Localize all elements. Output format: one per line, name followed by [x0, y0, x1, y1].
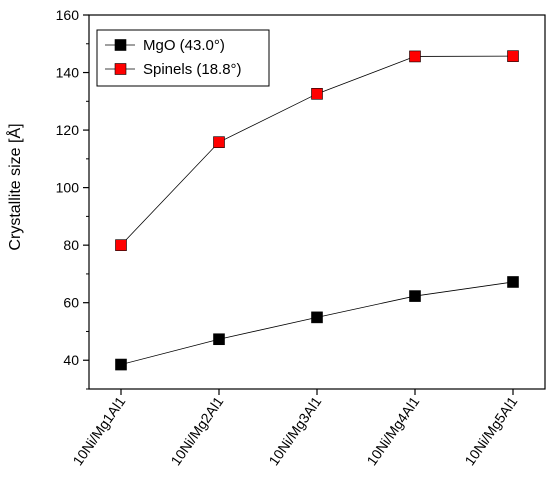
y-tick-label: 160 — [56, 7, 80, 23]
legend-label: MgO (43.0°) — [143, 37, 225, 54]
x-tick-label: 10Ni/Mg2Al1 — [167, 393, 226, 468]
data-point — [507, 50, 519, 62]
y-tick-label: 120 — [56, 122, 80, 138]
legend-label: Spinels (18.8°) — [143, 61, 242, 78]
y-tick-label: 100 — [56, 180, 80, 196]
legend: MgO (43.0°) Spinels (18.8°) — [96, 29, 270, 87]
y-axis-title: Crystallite size [Å] — [5, 123, 24, 250]
series-line-0 — [120, 281, 514, 365]
y-tick-label: 140 — [56, 65, 80, 81]
x-tick-label: 10Ni/Mg4Al1 — [363, 393, 422, 468]
y-axis: 40 60 80 100 120 140 160 — [56, 7, 89, 390]
x-tick-label: 10Ni/Mg1Al1 — [69, 393, 128, 468]
data-point — [409, 50, 421, 63]
x-axis: 10Ni/Mg1Al1 10Ni/Mg2Al1 10Ni/Mg3Al1 10Ni/Mg… — [69, 389, 521, 468]
data-point — [311, 88, 323, 100]
data-point — [311, 311, 323, 324]
data-point — [115, 239, 127, 251]
y-tick-label: 40 — [63, 352, 79, 368]
y-tick-label: 80 — [63, 237, 79, 253]
legend-marker — [114, 63, 127, 75]
y-tick-label: 60 — [63, 295, 79, 311]
legend-marker — [114, 39, 127, 51]
data-point — [507, 276, 519, 288]
data-point — [213, 333, 225, 346]
series-layer — [115, 50, 519, 371]
data-point — [115, 358, 127, 371]
data-point — [213, 136, 225, 148]
x-tick-label: 10Ni/Mg3Al1 — [265, 393, 324, 468]
x-tick-label: 10Ni/Mg5Al1 — [461, 393, 520, 468]
data-point — [409, 290, 421, 302]
